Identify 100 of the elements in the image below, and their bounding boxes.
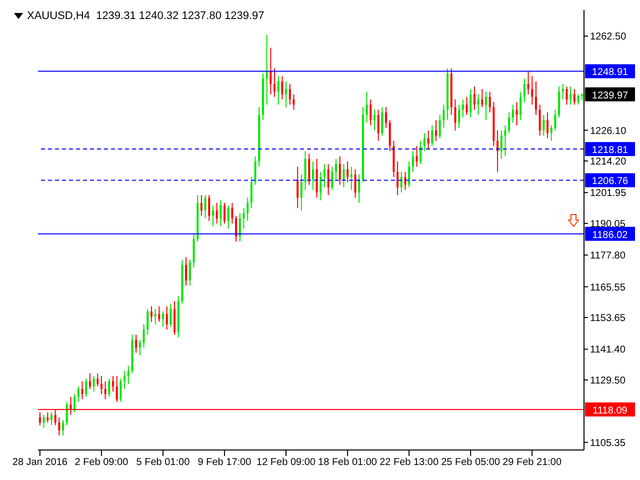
candlestick bbox=[396, 160, 399, 196]
candlestick bbox=[488, 91, 491, 113]
candlestick bbox=[108, 378, 110, 398]
candlestick bbox=[512, 104, 514, 124]
y-tick-label: 1226.10 bbox=[590, 126, 627, 137]
candlestick bbox=[274, 68, 276, 98]
candlestick bbox=[373, 109, 376, 131]
candlestick bbox=[381, 106, 384, 136]
candlestick bbox=[481, 88, 484, 108]
ref-line-label: 1206.76 bbox=[592, 176, 629, 188]
candlestick bbox=[235, 215, 238, 242]
candlestick bbox=[566, 86, 568, 106]
candlestick bbox=[92, 376, 95, 392]
y-tick-label: 1177.80 bbox=[590, 250, 626, 262]
candlestick bbox=[320, 171, 322, 201]
candlestick bbox=[42, 414, 45, 428]
candlestick bbox=[142, 324, 145, 348]
candlestick bbox=[338, 156, 341, 186]
candlestick bbox=[112, 376, 114, 392]
candlestick bbox=[462, 98, 464, 118]
candlestick bbox=[204, 194, 206, 219]
candlestick bbox=[277, 76, 280, 106]
candlestick bbox=[504, 124, 506, 157]
ref-line-label: 1218.81 bbox=[592, 145, 629, 156]
candlestick bbox=[124, 370, 126, 390]
candlestick bbox=[116, 376, 118, 402]
candlestick bbox=[224, 202, 226, 224]
x-tick-label: 25 Feb 05:00 bbox=[441, 457, 500, 468]
candlestick bbox=[120, 378, 122, 402]
candlestick bbox=[227, 204, 230, 230]
candlestick bbox=[100, 376, 102, 395]
candlestick bbox=[285, 80, 288, 108]
candlestick bbox=[162, 310, 164, 328]
x-tick-label: 9 Feb 17:00 bbox=[198, 457, 252, 468]
candlestick bbox=[81, 380, 84, 400]
candlestick bbox=[527, 70, 530, 95]
candlestick bbox=[431, 124, 434, 146]
candlestick bbox=[300, 174, 302, 212]
y-tick-label: 1141.40 bbox=[590, 344, 626, 356]
x-tick-label: 2 Feb 09:00 bbox=[74, 457, 129, 468]
candlestick bbox=[346, 160, 349, 183]
candlestick bbox=[166, 306, 168, 330]
candlestick bbox=[170, 303, 172, 328]
candlestick bbox=[200, 194, 202, 216]
candlestick bbox=[404, 171, 406, 190]
candlestick bbox=[573, 88, 576, 106]
candlestick bbox=[296, 166, 299, 209]
candlestick bbox=[335, 158, 338, 180]
candlestick bbox=[358, 174, 360, 204]
y-tick-label: 1201.95 bbox=[590, 188, 627, 200]
candlestick bbox=[62, 420, 64, 436]
candlestick bbox=[104, 380, 106, 400]
candlestick bbox=[420, 140, 422, 165]
text: 1239.97 bbox=[592, 90, 629, 102]
candlestick bbox=[138, 339, 141, 356]
candlestick bbox=[135, 334, 138, 354]
candlestick bbox=[423, 132, 426, 152]
y-tick-label: 1129.50 bbox=[590, 375, 626, 386]
x-tick-label: 12 Feb 09:00 bbox=[256, 457, 316, 468]
candlestick bbox=[316, 158, 318, 198]
candlestick bbox=[188, 259, 191, 286]
candlestick bbox=[50, 412, 52, 426]
candlestick bbox=[385, 106, 388, 128]
y-tick-label: 1153.65 bbox=[590, 313, 626, 324]
candlestick bbox=[74, 394, 76, 413]
candlestick bbox=[484, 91, 487, 121]
candlestick bbox=[288, 83, 291, 106]
candlestick bbox=[58, 416, 60, 436]
candlestick bbox=[327, 164, 330, 196]
candlestick bbox=[562, 83, 564, 100]
ref-line-label: 1118.09 bbox=[592, 405, 628, 416]
candlestick bbox=[246, 197, 249, 222]
candlestick bbox=[366, 91, 368, 124]
y-tick-label: 1105.35 bbox=[590, 438, 626, 449]
candlestick bbox=[270, 47, 272, 95]
candlestick bbox=[454, 98, 456, 131]
candlestick bbox=[577, 94, 580, 106]
candlestick bbox=[220, 200, 222, 227]
candlestick bbox=[412, 150, 414, 172]
candlestick bbox=[192, 233, 195, 268]
candlestick bbox=[281, 76, 284, 100]
candlestick bbox=[466, 96, 468, 116]
x-tick-label: 22 Feb 13:00 bbox=[380, 457, 439, 468]
candlestick bbox=[500, 130, 502, 160]
candlestick bbox=[416, 145, 418, 168]
candlestick bbox=[477, 94, 480, 116]
candlestick bbox=[550, 124, 552, 142]
chart-title: XAUUSD,H4 1239.31 1240.32 1237.80 1239.97 bbox=[27, 10, 264, 22]
candlestick bbox=[146, 308, 149, 336]
candlestick bbox=[458, 104, 460, 128]
candlestick bbox=[438, 114, 441, 139]
candlestick bbox=[516, 102, 518, 126]
candlestick bbox=[542, 114, 545, 136]
candlestick bbox=[238, 212, 241, 242]
candlestick bbox=[254, 156, 256, 186]
x-tick-label: 29 Feb 21:00 bbox=[502, 457, 562, 468]
candlestick bbox=[308, 153, 310, 186]
candlestick bbox=[558, 86, 560, 118]
candlestick bbox=[508, 112, 510, 134]
candlestick bbox=[377, 109, 380, 142]
